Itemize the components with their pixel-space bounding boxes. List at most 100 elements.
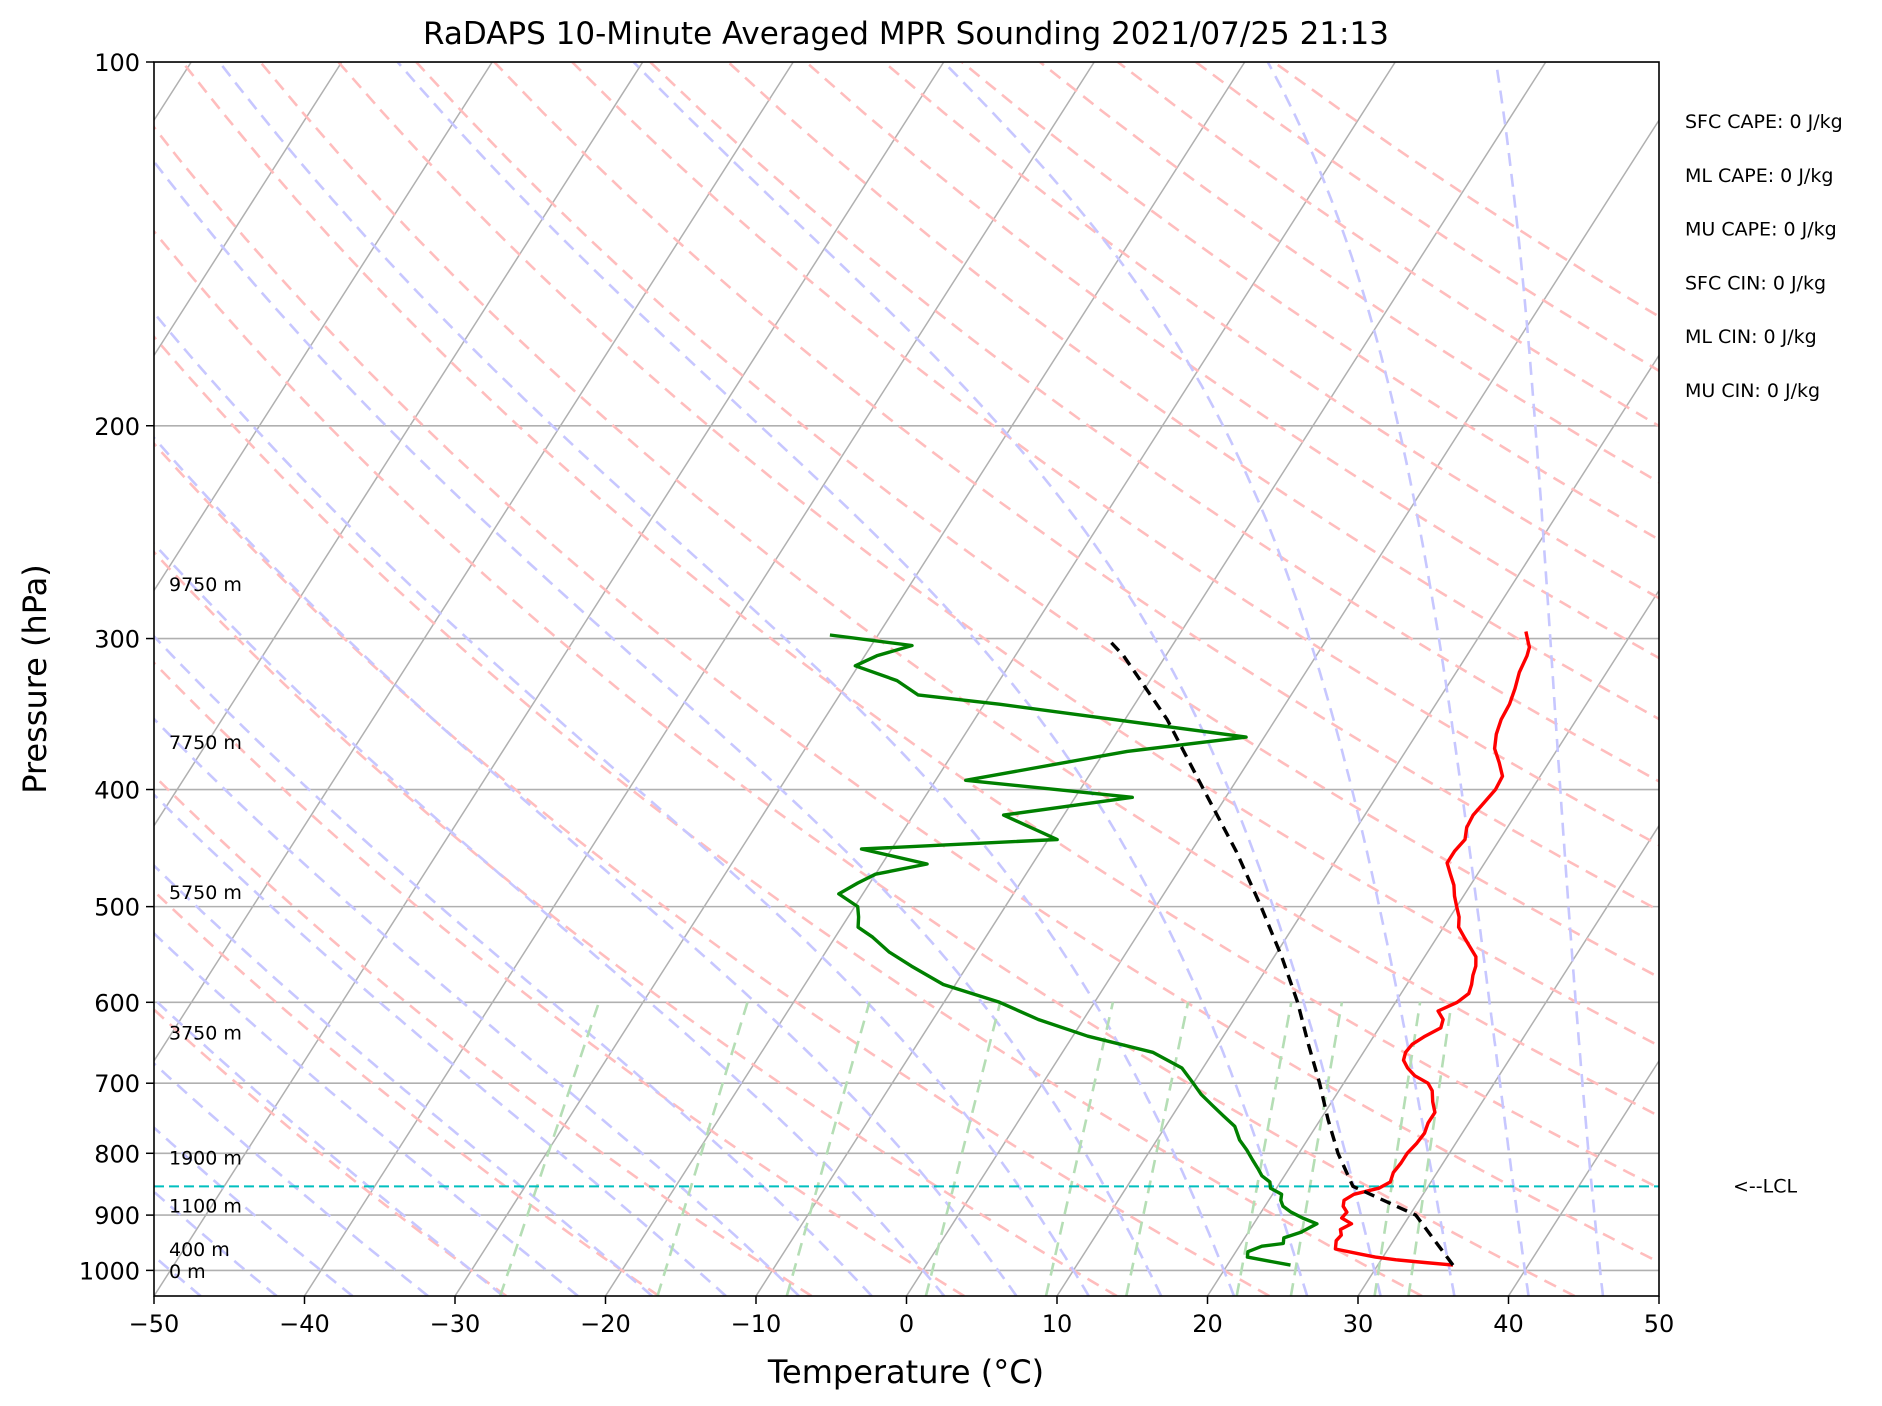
moist-adiabat [942,62,1456,1296]
x-axis-label: Temperature (°C) [767,1353,1044,1391]
x-tick-label: 10 [1042,1310,1073,1338]
x-tick-label: −40 [279,1310,330,1338]
isotherm [1810,62,1882,1296]
plot-area: 9750 m 7750 m 5750 m 3750 m 1900 m 1100 m 400 … [154,62,1882,1296]
sounding-series [829,631,1532,1267]
moist-adiabat [154,997,505,1296]
moist-adiabat [1494,62,1605,1296]
x-tick-label: 30 [1343,1310,1374,1338]
height-label: 400 m [169,1239,230,1261]
y-tick-label: 900 [94,1202,140,1230]
y-tick-label: 100 [94,49,140,77]
moist-adiabat [154,717,800,1296]
y-tick-label: 200 [94,413,140,441]
moist-adiabat [154,792,727,1296]
y-tick-label: 1000 [79,1257,140,1285]
height-labels: 9750 m 7750 m 5750 m 3750 m 1900 m 1100 m 400 … [169,574,242,1283]
y-tick-label: 300 [94,626,140,654]
y-tick-label: 800 [94,1140,140,1168]
height-label: 7750 m [169,732,242,754]
dry-adiabat [805,62,1659,660]
isotherm [154,62,794,1063]
dry-adiabat [727,62,1659,721]
y-tick-label: 400 [94,777,140,805]
y-tick-label: 700 [94,1070,140,1098]
x-tick-label: −20 [580,1310,631,1338]
isotherm [1206,589,1659,1296]
height-label: 1900 m [169,1148,242,1170]
temperature-line [1333,631,1532,1267]
x-tick-label: 50 [1644,1310,1675,1338]
isotherm [1056,353,1659,1296]
moist-adiabat [154,931,579,1296]
dry-adiabats [154,62,1659,1296]
dry-adiabat [154,229,1576,1296]
isotherm [303,62,1095,1296]
isotherm [1357,824,1659,1296]
dry-adiabat [961,62,1659,542]
dry-adiabat [154,125,1659,1264]
cape-cin-annotation: MU CAPE: 0 J/kg [1685,219,1837,241]
x-tick-label: −50 [129,1310,180,1338]
y-tick-label: 500 [94,894,140,922]
y-axis-ticks: 100 200 300 400 500 600 700 800 900 1000 [79,49,154,1285]
moist-adiabat [154,1061,429,1296]
height-label: 1100 m [169,1195,242,1217]
dewpoint-line [829,633,1319,1267]
mixing-ratio-line [1289,1002,1344,1296]
cape-cin-annotation: ML CAPE: 0 J/kg [1685,165,1833,187]
moist-adiabat [154,1125,354,1296]
dry-adiabat [259,62,1659,1118]
height-label: 0 m [169,1261,206,1283]
isotherm [755,62,1547,1296]
isotherm [905,118,1659,1296]
isotherm [1658,1294,1659,1296]
x-tick-label: 0 [899,1310,914,1338]
x-tick-label: −10 [731,1310,782,1338]
dry-adiabat [154,334,1423,1296]
moist-adiabat [154,310,1090,1296]
dry-adiabat [571,62,1659,847]
mixing-ratio-line [1125,1002,1190,1296]
mixing-ratio-line [498,1001,601,1296]
lcl-label: <--LCL [1733,1175,1797,1197]
parcel-path-line [1106,637,1455,1267]
moist-adiabat [396,62,1309,1296]
cape-cin-annotation: SFC CAPE: 0 J/kg [1685,111,1843,133]
moist-adiabats [154,62,1605,1296]
dry-adiabat [154,889,660,1296]
isotherm [154,62,493,592]
mixing-ratio-line [1407,1002,1453,1296]
height-label: 3750 m [169,1023,242,1045]
mixing-ratio-line [1373,1002,1422,1296]
moist-adiabat [154,634,873,1296]
moist-adiabat [154,159,1163,1296]
mixing-ratio-line [924,1001,1002,1296]
dry-adiabat [1195,62,1659,373]
mixing-ratio-lines [498,1001,1453,1296]
moist-adiabat [154,863,654,1296]
y-axis-label: Pressure (hPa) [16,564,54,794]
isotherm [154,62,644,828]
isotherm [154,62,343,357]
moist-adiabat [154,435,1018,1296]
isotherms [154,62,1882,1296]
dry-adiabat [154,550,1118,1296]
moist-adiabat [218,62,1236,1296]
cape-cin-annotation: ML CIN: 0 J/kg [1685,326,1817,348]
mixing-ratio-line [1235,1002,1293,1296]
x-tick-label: 20 [1192,1310,1223,1338]
moist-adiabat [632,62,1382,1296]
x-tick-label: −30 [430,1310,481,1338]
isotherm [604,62,1396,1296]
dry-adiabat [883,62,1659,600]
dry-adiabat [154,1007,508,1296]
height-label: 5750 m [169,882,242,904]
x-tick-label: 40 [1493,1310,1524,1338]
isotherm [454,62,1246,1296]
mixing-ratio-line [1044,1002,1115,1296]
mixing-ratio-line [785,1001,871,1296]
dry-adiabat [415,62,1659,979]
mixing-ratio-line [656,1001,749,1296]
